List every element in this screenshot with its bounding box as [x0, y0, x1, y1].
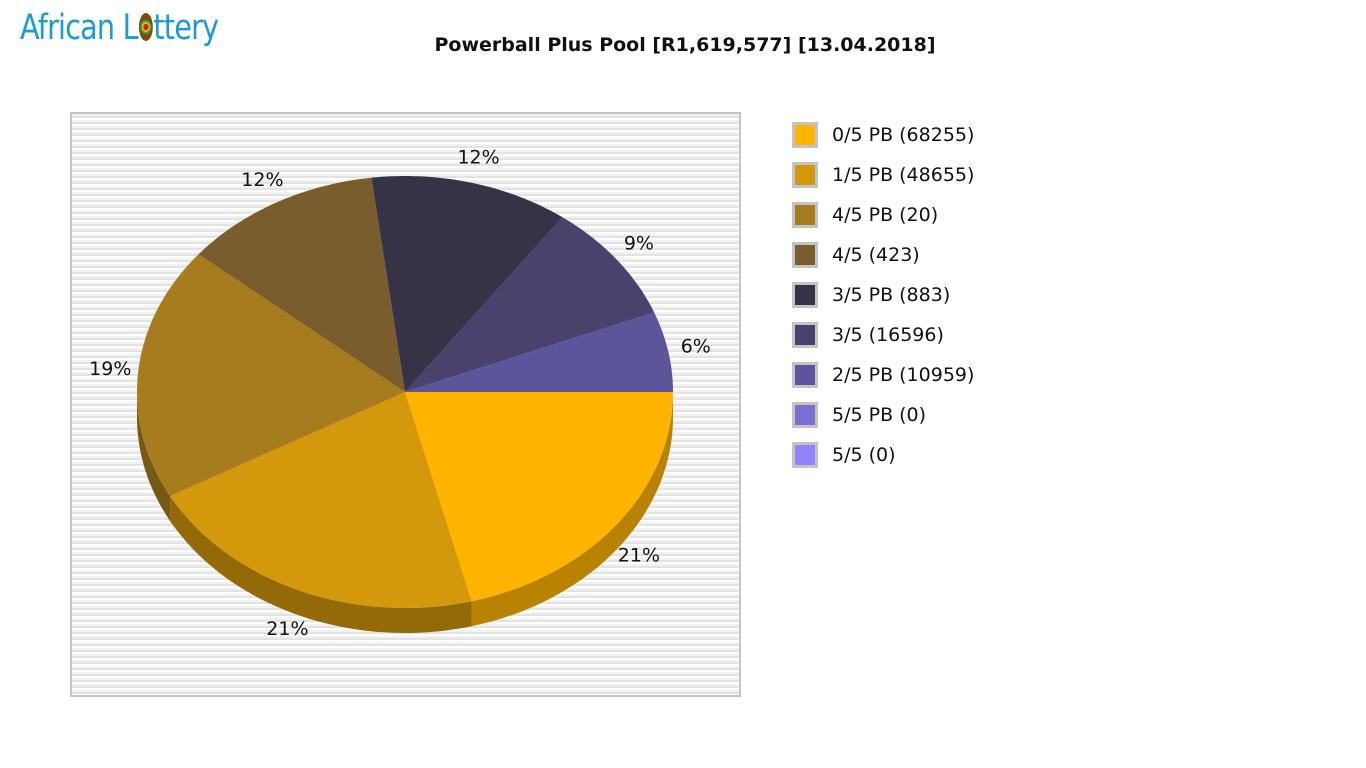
legend-label: 0/5 PB (68255) — [832, 124, 975, 146]
legend-swatch — [792, 162, 818, 188]
medal-icon — [138, 13, 153, 41]
legend-item: 3/5 (16596) — [792, 322, 974, 362]
pie-slice-side — [137, 392, 171, 522]
legend-item: 5/5 (0) — [792, 442, 974, 482]
legend-label: 4/5 PB (20) — [832, 204, 939, 226]
legend-item: 0/5 PB (68255) — [792, 122, 974, 162]
legend-swatch — [792, 442, 818, 468]
pie-slice-side — [471, 392, 673, 627]
legend-label: 1/5 PB (48655) — [832, 164, 975, 186]
pie-slice-label: 21% — [618, 544, 660, 566]
logo-text-left: African L — [20, 8, 139, 48]
pie-slice — [170, 392, 472, 608]
pie-slice-label: 9% — [624, 233, 654, 255]
pie-slice — [405, 312, 673, 392]
legend-item: 3/5 PB (883) — [792, 282, 974, 322]
pie-slice-label: 12% — [241, 169, 283, 191]
legend-swatch — [792, 322, 818, 348]
pie-slice — [198, 177, 405, 392]
logo-text-right: ttery — [153, 8, 219, 48]
legend-item: 1/5 PB (48655) — [792, 162, 974, 202]
legend-item: 4/5 PB (20) — [792, 202, 974, 242]
pie-slice-side — [170, 496, 472, 633]
legend-item: 4/5 (423) — [792, 242, 974, 282]
pie-slice — [137, 254, 405, 497]
legend-item: 5/5 PB (0) — [792, 402, 974, 442]
legend-label: 3/5 (16596) — [832, 324, 944, 346]
african-lottery-logo[interactable]: African L ttery — [20, 8, 219, 48]
chart-title: Powerball Plus Pool [R1,619,577] [13.04.… — [434, 34, 936, 56]
legend-label: 5/5 (0) — [832, 444, 896, 466]
pie-chart-plot-area: 21% 21% 19% 12% 12% 9% 6% — [70, 112, 741, 697]
legend-swatch — [792, 202, 818, 228]
pie-slice — [371, 176, 563, 392]
legend-label: 4/5 (423) — [832, 244, 920, 266]
legend-swatch — [792, 402, 818, 428]
pie-slice — [405, 217, 655, 392]
pie-chart: 21% 21% 19% 12% 12% 9% 6% — [89, 147, 711, 640]
legend-swatch — [792, 362, 818, 388]
legend-swatch — [792, 282, 818, 308]
legend-swatch — [792, 242, 818, 268]
chart-legend: 0/5 PB (68255) 1/5 PB (48655) 4/5 PB (20… — [792, 122, 974, 482]
pie-slice-label: 19% — [89, 358, 131, 380]
pie-slice — [405, 392, 673, 602]
legend-item: 2/5 PB (10959) — [792, 362, 974, 402]
pie-slice-label: 12% — [457, 147, 499, 169]
legend-label: 2/5 PB (10959) — [832, 364, 975, 386]
legend-label: 3/5 PB (883) — [832, 284, 951, 306]
pie-slice-label: 21% — [266, 618, 308, 640]
legend-swatch — [792, 122, 818, 148]
pie-slice-label: 6% — [681, 336, 711, 358]
legend-label: 5/5 PB (0) — [832, 404, 927, 426]
